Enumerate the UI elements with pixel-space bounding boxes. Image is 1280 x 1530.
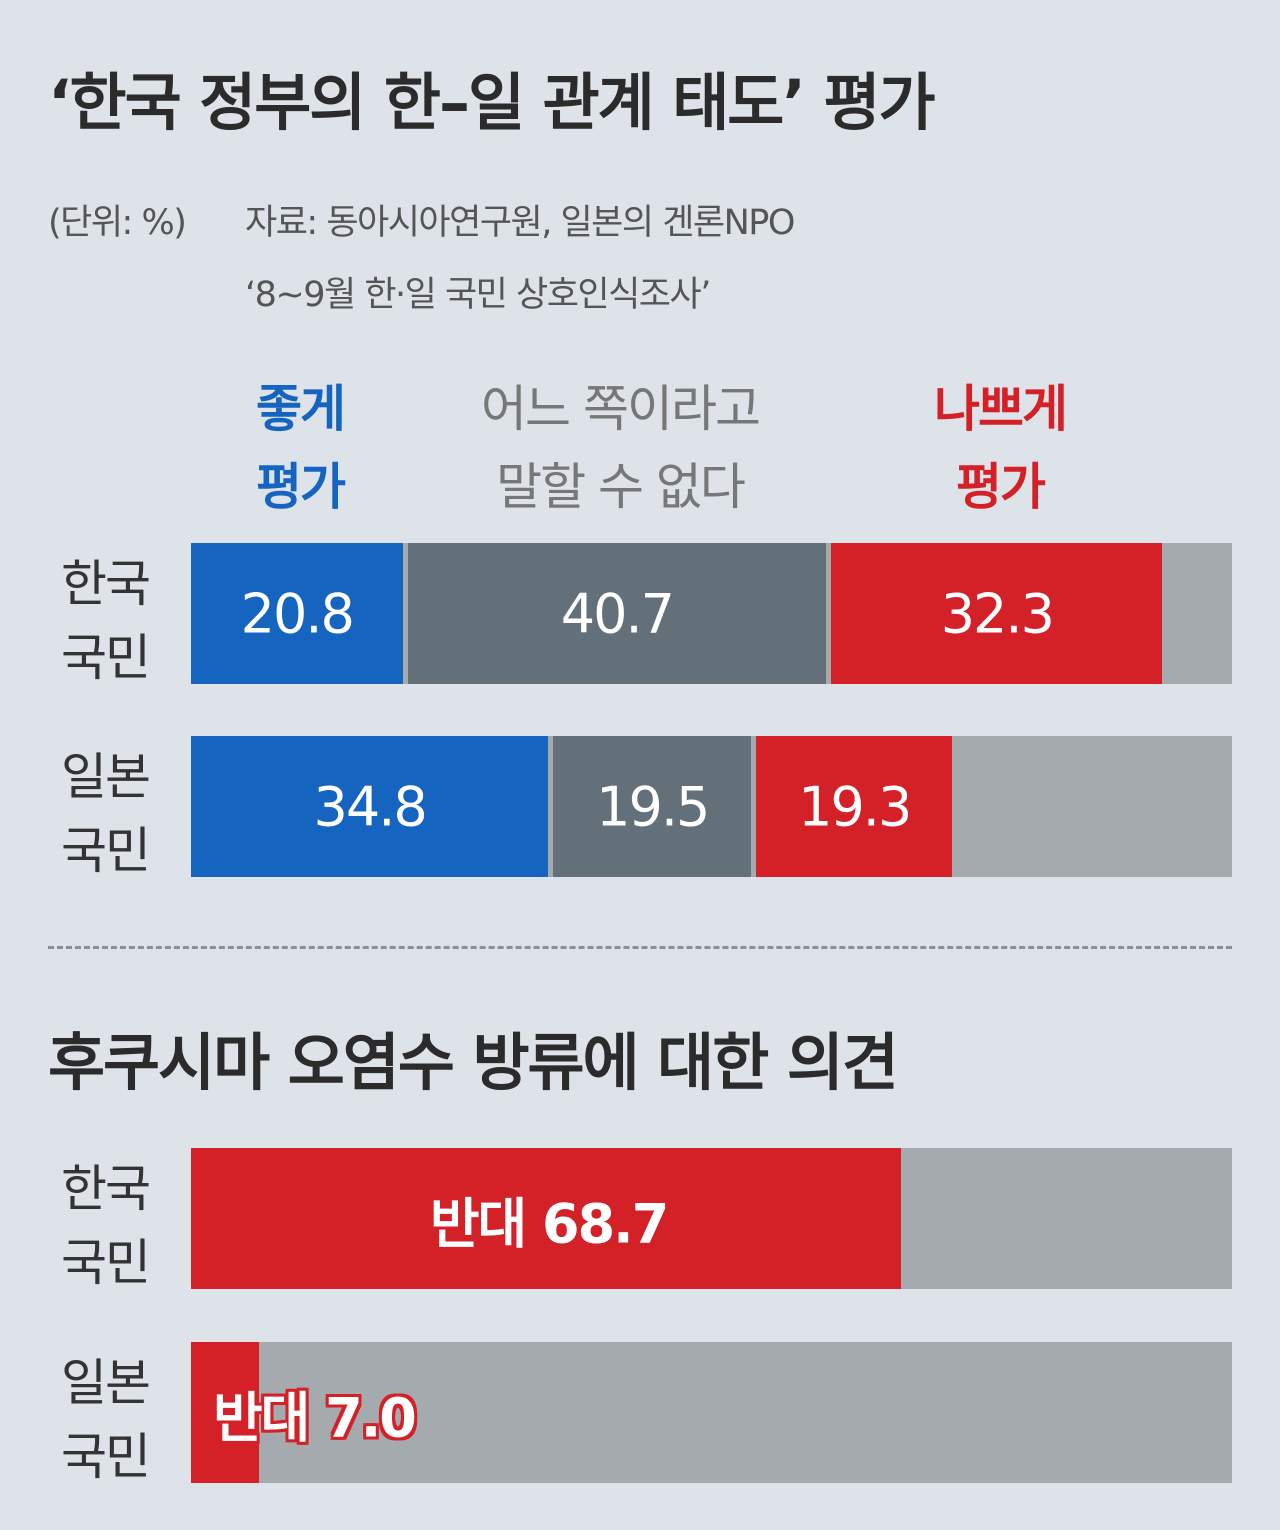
chart1-data-label: 40.7	[560, 582, 675, 645]
chart1-bar-segment: 34.8	[191, 736, 549, 877]
legend-neutral: 어느 쪽이라고 말할 수 없다	[410, 370, 830, 526]
chart2-bar	[191, 1342, 259, 1483]
chart2-title: 후쿠시마 오염수 방류에 대한 의견	[48, 1026, 899, 1099]
source-line-1: 자료: 동아시아연구원, 일본의 겐론NPO	[245, 203, 795, 243]
legend-good-line1: 좋게	[256, 380, 346, 438]
legend-bad: 나쁘게 평가	[880, 370, 1120, 526]
chart1-data-label: 19.3	[798, 775, 912, 838]
chart2-row-label-line1: 한국	[61, 1160, 151, 1218]
chart1-row-label-line1: 일본	[61, 748, 151, 806]
chart2-bar-track: 반대 68.7	[191, 1148, 1232, 1289]
chart1-row-label-line1: 한국	[61, 555, 151, 613]
chart1-bar-track: 20.8 40.7 32.3	[191, 543, 1232, 684]
chart2-bar	[191, 1148, 902, 1289]
chart1-row-label-line2: 국민	[61, 822, 151, 880]
legend-neutral-line1: 어느 쪽이라고	[481, 380, 761, 438]
source-line-2: ‘8~9월 한·일 국민 상호인식조사’	[245, 275, 711, 315]
chart2-row-label-line1: 일본	[61, 1354, 151, 1412]
chart1-data-label: 20.8	[240, 582, 355, 645]
legend-good-line2: 평가	[256, 458, 346, 516]
legend-bad-line2: 평가	[956, 458, 1046, 516]
chart2-data-label: 반대 7.0	[213, 1386, 417, 1449]
chart1-bar-segment: 20.8	[191, 543, 403, 684]
chart1-bar-track: 34.8 19.5 19.3	[191, 736, 1232, 877]
chart1-row-label-line2: 국민	[61, 629, 151, 687]
chart1-bar-segment: 40.7	[407, 543, 827, 684]
chart1-bar-segment: 32.3	[831, 543, 1163, 684]
legend-neutral-line2: 말할 수 없다	[496, 458, 746, 516]
chart1-data-label: 19.5	[596, 775, 710, 838]
unit-note: (단위: %)	[48, 203, 187, 243]
chart2-row-label-line2: 국민	[61, 1428, 151, 1486]
chart1-data-label: 32.3	[940, 582, 1055, 645]
chart2-row-label-line2: 국민	[61, 1234, 151, 1292]
chart1-bar-segment: 19.3	[756, 736, 953, 877]
chart1-data-label: 34.8	[313, 775, 428, 838]
chart2-bar-track: 반대 7.0	[191, 1342, 1232, 1483]
legend-good: 좋게 평가	[220, 370, 380, 526]
chart2-data-label: 반대 68.7	[429, 1192, 669, 1255]
section-divider	[48, 946, 1232, 949]
legend-bad-line1: 나쁘게	[934, 380, 1068, 438]
chart1-title: ‘한국 정부의 한–일 관계 태도’ 평가	[48, 66, 936, 139]
chart1-bar-segment: 19.5	[553, 736, 752, 877]
